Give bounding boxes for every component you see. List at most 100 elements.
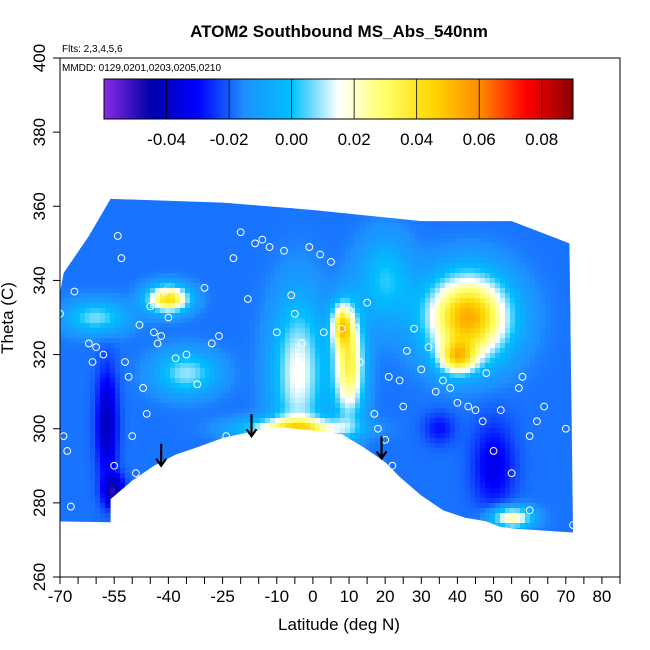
heat-cell: [295, 248, 301, 254]
heat-cell: [255, 403, 261, 409]
heat-cell: [265, 393, 271, 399]
heat-cell: [95, 218, 101, 224]
heat-cell: [95, 298, 101, 304]
heat-cell: [215, 283, 221, 289]
heat-cell: [105, 518, 111, 524]
heat-cell: [65, 213, 71, 219]
heat-cell: [200, 368, 206, 374]
heat-cell: [80, 348, 86, 354]
heat-cell: [190, 248, 196, 254]
heat-cell: [110, 423, 116, 429]
heat-cell: [275, 303, 281, 309]
heat-cell: [190, 123, 196, 129]
heat-cell: [140, 373, 146, 379]
heat-cell: [240, 298, 246, 304]
heat-cell: [70, 238, 76, 244]
heat-cell: [270, 73, 276, 79]
heat-cell: [60, 118, 66, 124]
heat-cell: [130, 238, 136, 244]
heat-cell: [120, 183, 126, 189]
heat-cell: [90, 88, 96, 94]
heat-cell: [140, 138, 146, 144]
heat-cell: [295, 223, 301, 229]
heat-cell: [115, 283, 121, 289]
heat-cell: [130, 253, 136, 259]
heat-cell: [285, 423, 291, 429]
heat-cell: [65, 143, 71, 149]
heat-cell: [65, 98, 71, 104]
heat-cell: [150, 323, 156, 329]
heat-cell: [150, 463, 156, 469]
heat-cell: [165, 403, 171, 409]
heat-cell: [245, 268, 251, 274]
heat-cell: [185, 208, 191, 214]
heat-cell: [230, 228, 236, 234]
heat-cell: [90, 483, 96, 489]
heat-cell: [100, 283, 106, 289]
heat-cell: [125, 313, 131, 319]
heat-cell: [285, 338, 291, 344]
heat-cell: [80, 128, 86, 134]
heat-cell: [285, 318, 291, 324]
heat-cell: [105, 393, 111, 399]
heat-cell: [95, 208, 101, 214]
heat-cell: [165, 123, 171, 129]
heat-cell: [80, 238, 86, 244]
heat-cell: [135, 208, 141, 214]
heat-cell: [110, 388, 116, 394]
heat-cell: [240, 418, 246, 424]
heat-cell: [200, 123, 206, 129]
heat-cell: [110, 338, 116, 344]
heat-cell: [120, 258, 126, 264]
heat-cell: [130, 168, 136, 174]
heat-cell: [105, 323, 111, 329]
heat-cell: [260, 403, 266, 409]
heat-cell: [135, 198, 141, 204]
heat-cell: [285, 283, 291, 289]
heat-cell: [110, 458, 116, 464]
heat-cell: [250, 178, 256, 184]
heat-cell: [80, 173, 86, 179]
heat-cell: [95, 193, 101, 199]
heat-cell: [120, 328, 126, 334]
heat-cell: [190, 388, 196, 394]
heat-cell: [290, 293, 296, 299]
heat-cell: [85, 243, 91, 249]
heat-cell: [225, 153, 231, 159]
heat-cell: [65, 188, 71, 194]
heat-cell: [265, 223, 271, 229]
heat-cell: [250, 193, 256, 199]
heat-cell: [95, 103, 101, 109]
heat-cell: [225, 368, 231, 374]
heat-cell: [180, 413, 186, 419]
heat-cell: [80, 213, 86, 219]
heat-cell: [90, 453, 96, 459]
heat-cell: [235, 318, 241, 324]
heat-cell: [70, 553, 76, 559]
heat-cell: [265, 363, 271, 369]
heat-cell: [255, 133, 261, 139]
heat-cell: [255, 128, 261, 134]
heat-cell: [220, 413, 226, 419]
heat-cell: [150, 438, 156, 444]
heat-cell: [260, 333, 266, 339]
heat-cell: [130, 358, 136, 364]
heat-cell: [200, 158, 206, 164]
heat-cell: [65, 333, 71, 339]
heat-cell: [205, 318, 211, 324]
heat-cell: [170, 363, 176, 369]
heat-cell: [165, 203, 171, 209]
heat-cell: [285, 203, 291, 209]
heat-cell: [290, 233, 296, 239]
heat-cell: [140, 258, 146, 264]
heat-cell: [75, 248, 81, 254]
heat-cell: [195, 288, 201, 294]
heat-cell: [255, 338, 261, 344]
heat-cell: [200, 278, 206, 284]
heat-cell: [60, 178, 66, 184]
heat-cell: [130, 458, 136, 464]
heat-cell: [90, 528, 96, 533]
heat-cell: [290, 338, 296, 344]
heat-cell: [60, 333, 66, 339]
heat-cell: [95, 303, 101, 309]
